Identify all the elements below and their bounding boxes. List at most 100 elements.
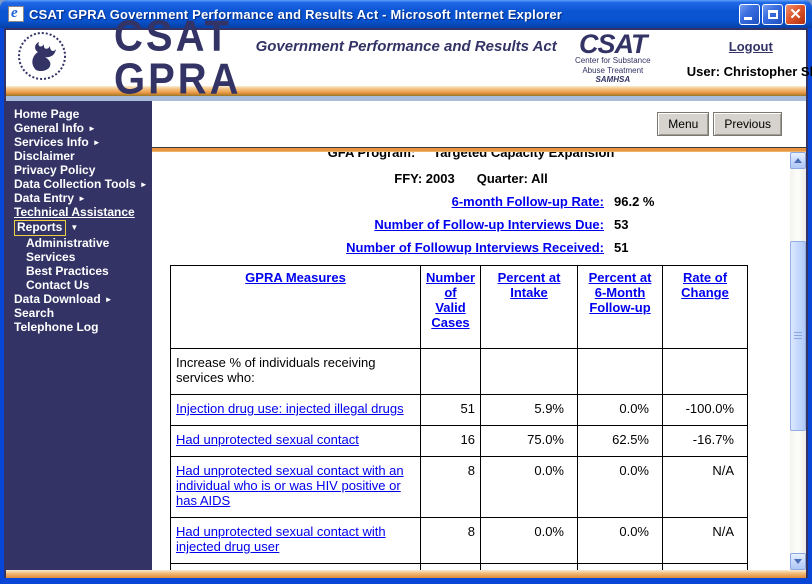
quarter-value: Quarter: All bbox=[476, 171, 548, 186]
stat-line: Number of Follow-up Interviews Due: 53 bbox=[152, 217, 790, 232]
stat-line: Number of Followup Interviews Received: … bbox=[152, 240, 790, 255]
sidebar-item-technical-assistance[interactable]: Technical Assistance bbox=[14, 205, 135, 219]
table-row: Had unprotected sexual contact with inje… bbox=[170, 517, 748, 564]
close-icon: ✕ bbox=[789, 5, 802, 23]
header-percent-intake[interactable]: Percent at Intake bbox=[480, 265, 578, 349]
vertical-scrollbar[interactable] bbox=[790, 152, 806, 570]
followup-rate-value: 96.2 % bbox=[614, 194, 655, 209]
sidebar-item-privacy-policy[interactable]: Privacy Policy bbox=[14, 163, 96, 177]
csat-logo-samhsa: SAMHSA bbox=[595, 74, 631, 84]
header-percent-followup[interactable]: Percent at 6-Month Follow-up bbox=[577, 265, 663, 349]
change-value: N/A bbox=[662, 517, 748, 564]
header-gpra-measures[interactable]: GPRA Measures bbox=[170, 265, 421, 349]
submenu-right-arrow-icon: ► bbox=[139, 180, 148, 189]
sidebar-item-best-practices[interactable]: Best Practices bbox=[26, 264, 109, 278]
followup-rate-link[interactable]: 6-month Follow-up Rate: bbox=[451, 194, 604, 209]
csat-logo-title: CSAT bbox=[579, 29, 648, 60]
measure-group-label: Increase % of individuals receiving serv… bbox=[170, 348, 421, 395]
table-row: Had unprotected sexual contact 16 75.0% … bbox=[170, 425, 748, 457]
previous-button[interactable]: Previous bbox=[713, 112, 782, 136]
program-value: Targeted Capacity Expansion bbox=[433, 152, 615, 160]
content-area: Menu Previous GFA Program: Targeted Capac… bbox=[152, 101, 806, 570]
sidebar-item-services[interactable]: Services bbox=[26, 250, 76, 264]
change-value: -100.0% bbox=[662, 394, 748, 426]
csat-logo-line1: Center for Substance bbox=[574, 56, 651, 66]
followup-value: 62.5% bbox=[577, 425, 663, 457]
header-rate-change[interactable]: Rate of Change bbox=[662, 265, 748, 349]
page-frame: CSAT GPRA Government Performance and Res… bbox=[4, 15, 812, 578]
sidebar-item-data-download[interactable]: Data Download ► bbox=[14, 292, 113, 306]
menu-button[interactable]: Menu bbox=[657, 112, 710, 136]
sidebar-item-services-info[interactable]: Services Info ► bbox=[14, 135, 101, 149]
scroll-down-arrow-icon bbox=[794, 559, 802, 564]
measure-link[interactable]: Injection drug use: injected illegal dru… bbox=[176, 401, 404, 416]
sidebar-item-data-entry[interactable]: Data Entry ► bbox=[14, 191, 86, 205]
window-controls: ✕ bbox=[739, 3, 806, 25]
hhs-eagle-logo bbox=[16, 30, 68, 87]
sidebar-nav: Home Page General Info ► Services Info ► D… bbox=[6, 101, 152, 570]
window-title: CSAT GPRA Government Performance and Res… bbox=[29, 6, 563, 22]
table-header-row: GPRA Measures Number of Valid Cases Perc… bbox=[170, 265, 748, 349]
change-value: N/A bbox=[662, 456, 748, 518]
toolbar-divider bbox=[152, 147, 806, 152]
measure-link[interactable]: Had unprotected sexual contact with inje… bbox=[176, 524, 386, 554]
scrollbar-thumb[interactable] bbox=[790, 241, 806, 431]
ffy-value: FFY: 2003 bbox=[394, 171, 455, 186]
title-bar: e CSAT GPRA Government Performance and R… bbox=[0, 0, 812, 28]
header-accent-bar bbox=[6, 86, 806, 96]
ffy-quarter-line: FFY: 2003 Quarter: All bbox=[152, 171, 790, 186]
maximize-button[interactable] bbox=[762, 3, 783, 25]
minimize-button[interactable] bbox=[739, 3, 760, 25]
table-row: Had unprotected sexual contact with an i… bbox=[170, 456, 748, 518]
scroll-down-button[interactable] bbox=[790, 553, 806, 570]
sidebar-item-administrative[interactable]: Administrative bbox=[26, 236, 110, 250]
submenu-right-arrow-icon: ► bbox=[92, 138, 101, 147]
sidebar-item-home-page[interactable]: Home Page bbox=[14, 107, 80, 121]
logout-link[interactable]: Logout bbox=[728, 38, 773, 54]
submenu-down-arrow-icon: ▼ bbox=[70, 223, 79, 232]
main-area: Home Page General Info ► Services Info ► D… bbox=[6, 101, 806, 570]
stat-line: 6-month Follow-up Rate: 96.2 % bbox=[152, 194, 790, 209]
interviews-due-value: 53 bbox=[614, 217, 629, 232]
valid-cases-value: 16 bbox=[420, 425, 481, 457]
sidebar-item-reports[interactable]: Reports ▼ bbox=[6, 220, 152, 237]
intake-value: 5.9% bbox=[480, 394, 578, 426]
interviews-received-value: 51 bbox=[614, 240, 629, 255]
current-user: User: Christopher Shumway bbox=[686, 63, 812, 79]
minimize-icon bbox=[744, 16, 752, 20]
program-label: GFA Program: bbox=[327, 152, 416, 160]
intake-value: 0.0% bbox=[480, 517, 578, 564]
scroll-up-button[interactable] bbox=[790, 152, 806, 169]
brand-tagline: Government Performance and Results Act bbox=[255, 38, 557, 55]
sidebar-item-search[interactable]: Search bbox=[14, 306, 55, 320]
interviews-received-link[interactable]: Number of Followup Interviews Received: bbox=[346, 240, 604, 255]
app-brand: CSAT GPRA Government Performance and Res… bbox=[114, 15, 557, 101]
measure-link[interactable]: Had unprotected sexual contact bbox=[176, 432, 359, 447]
table-row: Had unprotected sexual contact with an i… bbox=[170, 563, 748, 570]
submenu-right-arrow-icon: ► bbox=[88, 124, 96, 133]
intake-value: 12.5% bbox=[480, 563, 578, 570]
valid-cases-value: 51 bbox=[420, 394, 481, 426]
sidebar-item-telephone-log[interactable]: Telephone Log bbox=[14, 320, 99, 334]
followup-value: 0.0% bbox=[577, 394, 663, 426]
scroll-up-arrow-icon bbox=[794, 158, 802, 163]
report-toolbar: Menu Previous bbox=[152, 101, 806, 147]
close-button[interactable]: ✕ bbox=[785, 3, 806, 25]
table-row: Increase % of individuals receiving serv… bbox=[170, 348, 748, 395]
submenu-right-arrow-icon: ► bbox=[104, 295, 113, 304]
interviews-due-link[interactable]: Number of Follow-up Interviews Due: bbox=[374, 217, 604, 232]
footer-accent-bar bbox=[6, 570, 806, 578]
sidebar-item-contact-us[interactable]: Contact Us bbox=[26, 278, 90, 292]
measure-link[interactable]: Had unprotected sexual contact with an i… bbox=[176, 463, 404, 508]
sidebar-item-general-info[interactable]: General Info ► bbox=[14, 121, 96, 135]
gpra-measures-table: GPRA Measures Number of Valid Cases Perc… bbox=[170, 265, 748, 570]
header-valid-cases[interactable]: Number of Valid Cases bbox=[420, 265, 481, 349]
report-scroll-region[interactable]: GFA Program: Targeted Capacity Expansion … bbox=[152, 152, 790, 570]
sidebar-item-disclaimer[interactable]: Disclaimer bbox=[14, 149, 75, 163]
csat-samhsa-logo: CSAT Center for Substance Abuse Treatmen… bbox=[557, 29, 669, 84]
sidebar-item-data-collection-tools[interactable]: Data Collection Tools ► bbox=[14, 177, 148, 191]
submenu-right-arrow-icon: ► bbox=[78, 194, 86, 203]
change-value: -16.7% bbox=[662, 425, 748, 457]
scrollbar-grip-icon bbox=[794, 332, 802, 340]
